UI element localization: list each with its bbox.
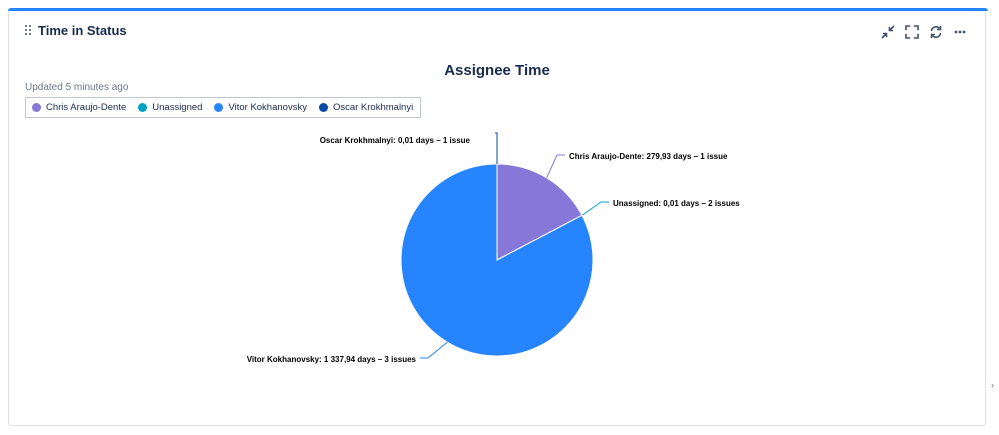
more-button[interactable] [951, 23, 969, 41]
refresh-button[interactable] [927, 23, 945, 41]
legend-swatch [214, 103, 224, 112]
leader-line [420, 341, 448, 359]
legend-label: Vitor Kokhanovsky [228, 102, 307, 113]
drag-handle-icon[interactable] [25, 25, 33, 37]
more-icon [954, 30, 966, 34]
leader-line [581, 201, 609, 216]
scroll-right-icon[interactable]: › [991, 380, 994, 390]
chart-legend: Chris Araujo-Dente Unassigned Vitor Kokhan… [25, 97, 421, 118]
updated-timestamp: Updated 5 minutes ago [25, 82, 129, 93]
gadget-header: Time in Status [9, 22, 985, 42]
legend-item[interactable]: Oscar Krokhmalnyi [318, 102, 414, 113]
gadget-accent-bar [8, 8, 988, 11]
legend-item[interactable]: Vitor Kokhanovsky [214, 102, 307, 113]
refresh-icon [930, 26, 942, 38]
legend-label: Unassigned [152, 102, 203, 113]
gadget-title: Time in Status [38, 23, 127, 38]
data-label: Chris Araujo-Dente: 279,93 days – 1 issu… [569, 152, 728, 161]
legend-swatch [138, 103, 148, 112]
leader-line [546, 154, 565, 179]
gadget-toolbar [879, 22, 969, 42]
data-label: Vitor Kokhanovsky: 1 337,94 days – 3 iss… [247, 355, 417, 364]
pie-slice[interactable] [496, 163, 583, 261]
legend-swatch [32, 103, 41, 112]
legend-swatch [318, 103, 328, 112]
minimize-icon [881, 25, 895, 39]
data-label: Unassigned: 0,01 days – 2 issues [613, 199, 740, 208]
legend-item[interactable]: Unassigned [138, 102, 202, 113]
legend-item[interactable]: Chris Araujo-Dente [32, 102, 126, 113]
pie-slice[interactable] [400, 163, 594, 357]
data-label: Oscar Krokhmalnyi: 0,01 days – 1 issue [320, 136, 471, 145]
fullscreen-icon [905, 25, 919, 39]
time-in-status-gadget: Time in Status [8, 8, 988, 426]
minimize-button[interactable] [879, 23, 897, 41]
chart-title: Assignee Time [444, 62, 550, 79]
pie-chart: Chris Araujo-Dente: 279,93 days – 1 issu… [247, 132, 740, 364]
fullscreen-button[interactable] [903, 23, 921, 41]
legend-label: Oscar Krokhmalnyi [332, 102, 414, 113]
legend-label: Chris Araujo-Dente [46, 102, 127, 113]
leader-line [494, 132, 498, 164]
